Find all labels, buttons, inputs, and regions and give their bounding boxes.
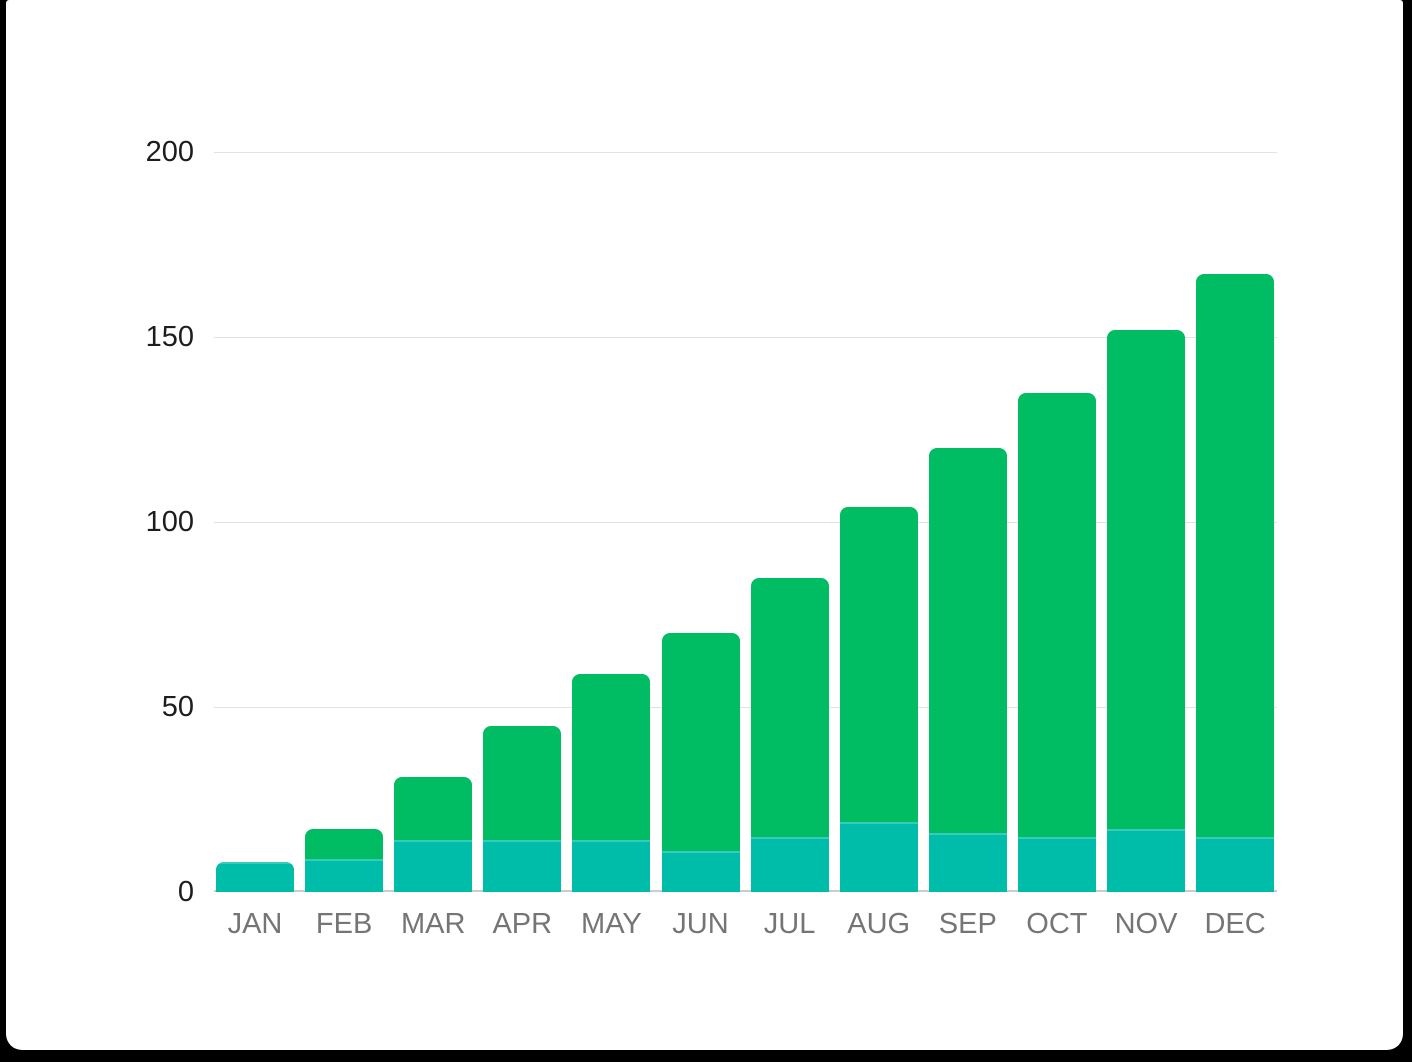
gridline-50 bbox=[214, 707, 1277, 708]
bar-apr bbox=[483, 725, 562, 892]
x-axis-label-dec: DEC bbox=[1204, 908, 1266, 940]
gridline-200 bbox=[214, 152, 1277, 153]
y-tick-label-50: 50 bbox=[161, 691, 194, 723]
gridline-150 bbox=[214, 337, 1277, 338]
bar-oct bbox=[1017, 392, 1096, 892]
bar-dec-bottom-segment bbox=[1196, 836, 1275, 892]
bar-aug-top-segment bbox=[840, 507, 918, 822]
bar-jan-bottom-segment bbox=[216, 862, 294, 892]
bar-may-bottom-segment bbox=[572, 840, 651, 892]
bar-oct-bottom-segment bbox=[1017, 836, 1096, 892]
bar-chart: 0 50 100 150 200 JAN FEB MAR APR MAY JUN JUL AUG SEP O… bbox=[146, 136, 1277, 940]
x-axis-label-jun: JUN bbox=[672, 908, 729, 940]
y-tick-label-200: 200 bbox=[145, 136, 194, 168]
x-axis-label-feb: FEB bbox=[315, 908, 373, 940]
bar-mar-bottom-segment bbox=[394, 840, 473, 892]
x-axis-label-jan: JAN bbox=[227, 908, 283, 940]
bar-oct-top-segment bbox=[1018, 393, 1096, 837]
bar-aug-bottom-segment bbox=[839, 821, 918, 892]
bar-dec-top-segment bbox=[1196, 274, 1274, 836]
bar-may-top-segment bbox=[572, 674, 650, 841]
bar-feb bbox=[305, 829, 384, 892]
y-tick-label-150: 150 bbox=[145, 321, 194, 353]
y-tick-label-0: 0 bbox=[177, 876, 194, 908]
x-axis-label-aug: AUG bbox=[847, 908, 911, 940]
bar-sep bbox=[928, 448, 1007, 892]
bar-nov bbox=[1107, 329, 1185, 892]
bar-may bbox=[572, 673, 651, 892]
bar-aug bbox=[839, 507, 918, 892]
bar-jan bbox=[216, 862, 294, 892]
bar-sep-top-segment bbox=[929, 448, 1007, 833]
bar-mar bbox=[394, 777, 473, 892]
x-axis-label-jul: JUL bbox=[763, 908, 816, 940]
bar-jun-top-segment bbox=[662, 633, 740, 851]
x-axis-label-may: MAY bbox=[581, 908, 642, 940]
x-axis-label-apr: APR bbox=[492, 908, 553, 940]
gridline-0 bbox=[214, 890, 1277, 892]
bar-apr-top-segment bbox=[483, 726, 561, 841]
bar-mar-top-segment bbox=[394, 777, 472, 840]
bar-jun bbox=[661, 633, 740, 892]
chart-card: 0 50 100 150 200 JAN FEB MAR APR MAY JUN JUL AUG SEP O… bbox=[6, 0, 1403, 1050]
y-tick-label-100: 100 bbox=[145, 506, 194, 538]
bar-sep-bottom-segment bbox=[928, 832, 1007, 892]
bar-apr-bottom-segment bbox=[483, 840, 562, 892]
bar-jun-bottom-segment bbox=[661, 851, 740, 892]
x-axis-label-oct: OCT bbox=[1026, 908, 1088, 940]
x-axis-label-mar: MAR bbox=[400, 908, 466, 940]
bar-nov-top-segment bbox=[1107, 330, 1185, 830]
bar-feb-bottom-segment bbox=[305, 858, 384, 892]
x-axis-label-sep: SEP bbox=[938, 908, 997, 940]
bar-dec bbox=[1196, 274, 1275, 892]
bar-jul-bottom-segment bbox=[750, 836, 829, 892]
gridline-100 bbox=[214, 522, 1277, 523]
bar-feb-top-segment bbox=[305, 829, 383, 859]
x-axis-label-nov: NOV bbox=[1114, 908, 1178, 940]
bar-jul-top-segment bbox=[751, 578, 829, 837]
bar-nov-bottom-segment bbox=[1107, 829, 1185, 892]
bar-jul bbox=[750, 577, 829, 892]
